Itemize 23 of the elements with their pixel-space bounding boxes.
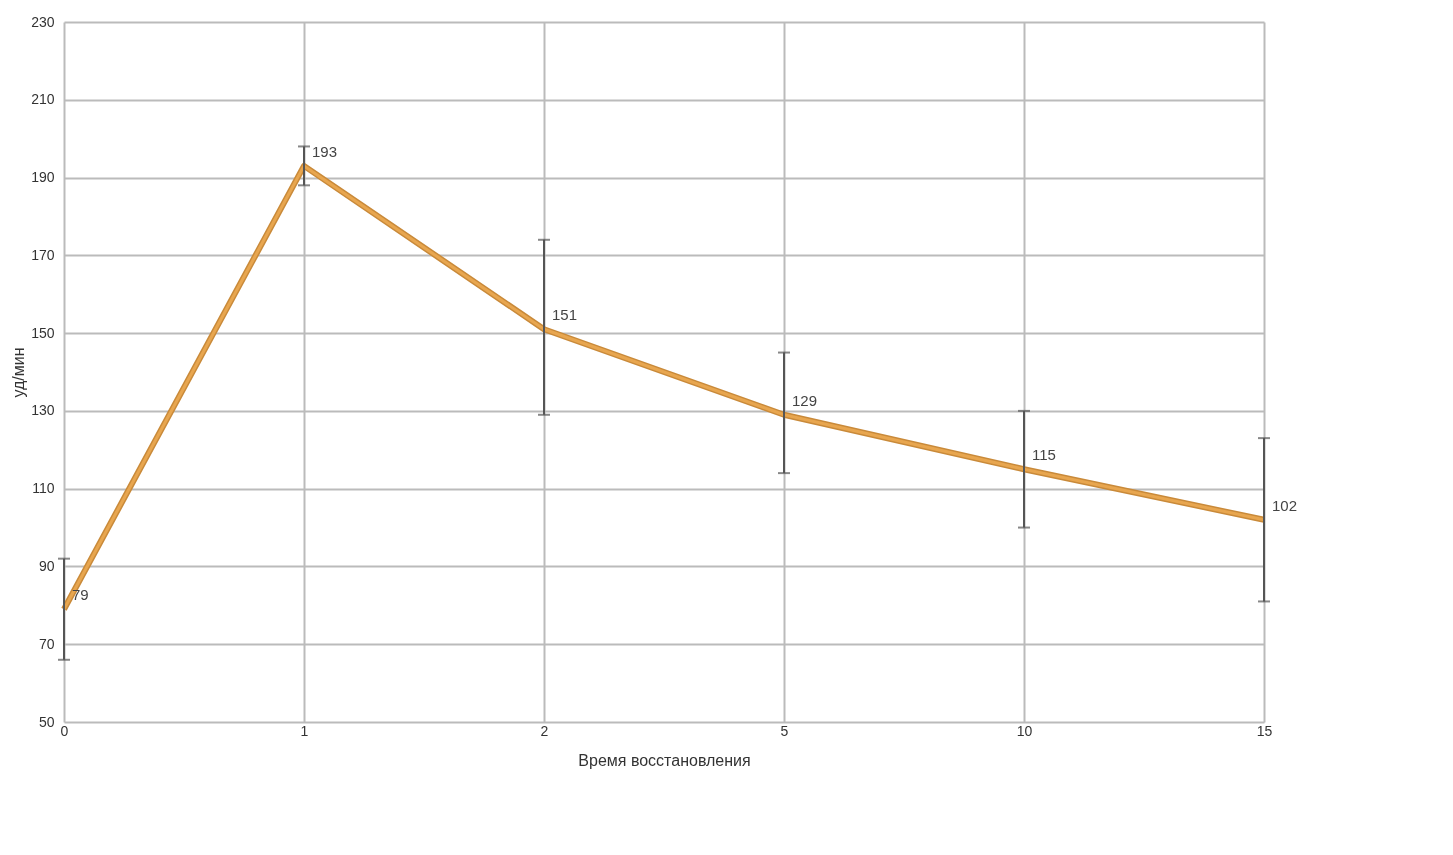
y-tick-label: 170	[31, 246, 55, 263]
x-tick-label: 5	[780, 722, 789, 739]
x-tick-label: 15	[1256, 722, 1273, 739]
x-axis-title: Время восстановления	[578, 751, 751, 769]
y-axis-title: уд/мин	[10, 347, 28, 398]
data-label: 115	[1032, 446, 1056, 464]
x-tick-label: 1	[300, 722, 309, 739]
y-tick-label: 130	[31, 402, 55, 419]
data-label: 151	[552, 306, 578, 324]
y-tick-label: 230	[31, 13, 55, 30]
y-tick-label: 190	[31, 169, 55, 186]
data-label: 102	[1272, 496, 1298, 514]
y-tick-label: 110	[32, 480, 55, 497]
data-label: 129	[792, 391, 818, 409]
y-tick-label: 150	[31, 324, 55, 341]
y-tick-label: 210	[31, 91, 55, 108]
data-label: 193	[312, 142, 338, 160]
y-tick-label: 70	[38, 635, 55, 652]
x-tick-label: 2	[540, 722, 549, 739]
x-tick-label: 0	[60, 722, 69, 739]
x-tick-label: 10	[1016, 722, 1033, 739]
y-tick-label: 50	[38, 713, 55, 730]
y-tick-label: 90	[38, 557, 55, 574]
